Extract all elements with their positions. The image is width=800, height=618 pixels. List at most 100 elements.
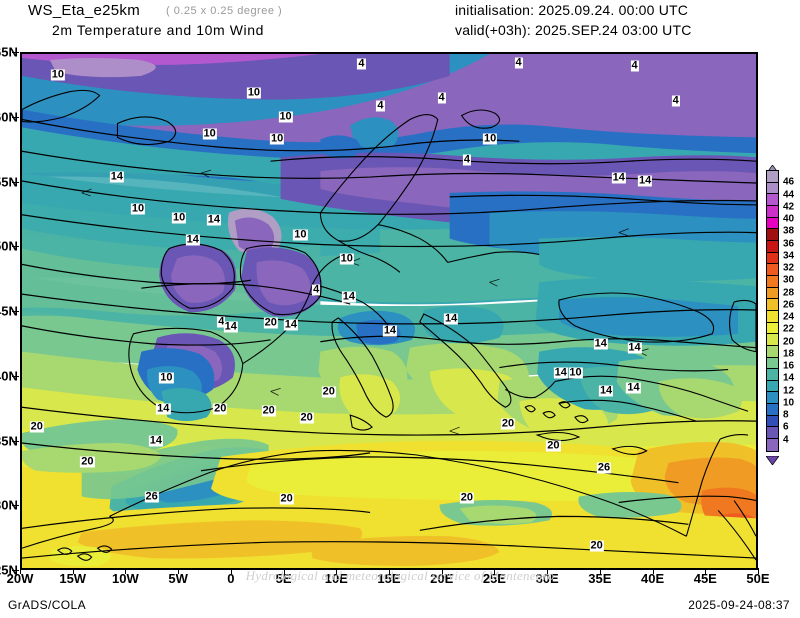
x-tick-label: 0 — [227, 571, 235, 586]
contour-value-label: 14 — [206, 213, 221, 226]
x-tick-mark — [441, 568, 443, 574]
colorbar-band — [767, 299, 778, 311]
y-tick-mark — [12, 246, 19, 248]
y-tick-label: 25N — [0, 562, 18, 578]
contour-value-label: 20 — [80, 455, 95, 468]
x-tick-mark — [178, 568, 180, 574]
colorbar-tick-labels: 46 44 42 40 38 36 34 32 30 28 26 24 22 20 18 16 14 12 10 8 6… — [783, 165, 800, 457]
contour-value-label: 20 — [321, 385, 336, 398]
contour-value-label: 14 — [109, 170, 124, 183]
colorbar-value-label: 18 — [783, 348, 795, 360]
x-tick-label: 5E — [275, 571, 292, 586]
x-tick-label: 10E — [324, 571, 348, 586]
contour-value-label: 20 — [29, 420, 44, 433]
x-tick-mark — [125, 568, 127, 574]
contour-value-label: 10 — [159, 371, 174, 384]
x-tick-label: 45E — [693, 571, 717, 586]
contour-value-label: 10 — [270, 132, 285, 145]
colorbar-value-label: 24 — [783, 311, 795, 323]
x-tick-label: 35E — [588, 571, 612, 586]
x-tick-label: 50E — [746, 571, 770, 586]
contour-value-label: 4 — [376, 99, 385, 112]
y-tick-mark — [12, 440, 19, 442]
contour-value-label: 14 — [593, 337, 608, 350]
contour-value-label: 10 — [171, 211, 187, 224]
contour-value-label: 4 — [312, 283, 321, 296]
colorbar-value-label: 46 — [783, 176, 795, 188]
map-plot-area: 10 4 4 4 10 10 4 4 4 10 10 14 10 10 14 4 10 14 14 14 10 10 14 4… — [20, 52, 758, 570]
initialisation-label: initialisation: 2025.09.24. 00:00 UTC — [455, 2, 689, 18]
contour-value-label: 10 — [278, 110, 293, 123]
x-tick-label: 20W — [6, 571, 34, 586]
contour-value-label: 4 — [514, 56, 523, 69]
colorbar-band — [767, 194, 778, 206]
y-tick-mark — [12, 570, 19, 571]
y-tick-label: 65N — [0, 44, 18, 60]
y-tick-mark — [12, 181, 19, 183]
x-tick-mark — [705, 568, 707, 574]
contour-value-label: 20 — [299, 411, 314, 424]
colorbar-band — [767, 171, 778, 183]
contour-value-label: 20 — [546, 439, 561, 452]
contour-value-label: 14 — [283, 318, 298, 331]
colorbar-value-label: 28 — [783, 287, 795, 299]
colorbar-band — [767, 439, 778, 451]
contour-value-label: 14 — [156, 402, 171, 415]
colorbar-band — [767, 392, 778, 405]
colorbar-value-label: 30 — [783, 274, 795, 286]
colorbar-band — [767, 369, 778, 381]
colorbar-band — [767, 240, 778, 253]
x-tick-label: 10W — [112, 571, 139, 586]
x-tick-label: 15E — [377, 571, 401, 586]
chart-header: WS_Eta_e25km ( 0.25 x 0.25 degree ) 2m T… — [0, 0, 800, 42]
x-tick-mark — [72, 568, 74, 574]
grads-credit-label: GrADS/COLA — [8, 598, 87, 612]
y-tick-mark — [12, 116, 19, 118]
contour-value-label: 14 — [148, 434, 164, 447]
colorbar-over-arrow — [765, 161, 780, 175]
valid-time-label: valid(+03h): 2025.SEP.24 03:00 UTC — [455, 22, 692, 38]
contour-value-label: 10 — [482, 132, 498, 145]
contour-value-label: 14 — [626, 381, 641, 394]
contour-value-label: 14 — [553, 366, 568, 379]
contour-value-label: 20 — [263, 316, 278, 329]
contour-value-label: 4 — [462, 153, 471, 166]
contour-value-label: 14 — [598, 384, 614, 397]
y-tick-mark — [12, 505, 19, 507]
resolution-label: ( 0.25 x 0.25 degree ) — [166, 5, 283, 17]
y-tick-mark — [12, 52, 19, 53]
x-tick-mark — [547, 568, 549, 574]
x-tick-mark — [283, 568, 285, 574]
colorbar-band — [767, 287, 778, 300]
colorbar-band — [767, 427, 778, 440]
y-tick-mark — [12, 375, 19, 377]
colorbar-value-label: 14 — [783, 372, 795, 384]
x-tick-mark — [20, 568, 21, 574]
y-tick-label: 30N — [0, 497, 18, 513]
x-tick-mark — [230, 568, 232, 574]
colorbar-band — [767, 205, 778, 218]
colorbar-band — [767, 380, 778, 393]
contour-value-label: 4 — [630, 59, 639, 72]
y-tick-label: 40N — [0, 368, 18, 384]
contour-value-label: 26 — [144, 490, 159, 503]
temperature-field — [22, 54, 756, 568]
x-tick-label: 15W — [59, 571, 87, 586]
contour-value-label: 10 — [293, 228, 308, 241]
x-tick-label: 30E — [535, 571, 559, 586]
colorbar-under-arrow — [765, 452, 780, 466]
colorbar-value-label: 32 — [783, 262, 795, 274]
colorbar-value-label: 20 — [783, 336, 795, 348]
colorbar-value-label: 36 — [783, 238, 795, 250]
colorbar-band — [767, 334, 778, 346]
contour-value-label: 4 — [217, 315, 226, 328]
colorbar-band — [767, 310, 778, 323]
colorbar-value-label: 40 — [783, 213, 795, 225]
y-tick-label: 45N — [0, 303, 18, 319]
contour-value-label: 10 — [202, 127, 217, 140]
colorbar-band — [767, 345, 778, 358]
colorbar-band — [767, 415, 778, 428]
colorbar[interactable] — [766, 170, 779, 452]
x-tick-label: 25E — [482, 571, 506, 586]
model-name-label: WS_Eta_e25km — [28, 2, 140, 19]
